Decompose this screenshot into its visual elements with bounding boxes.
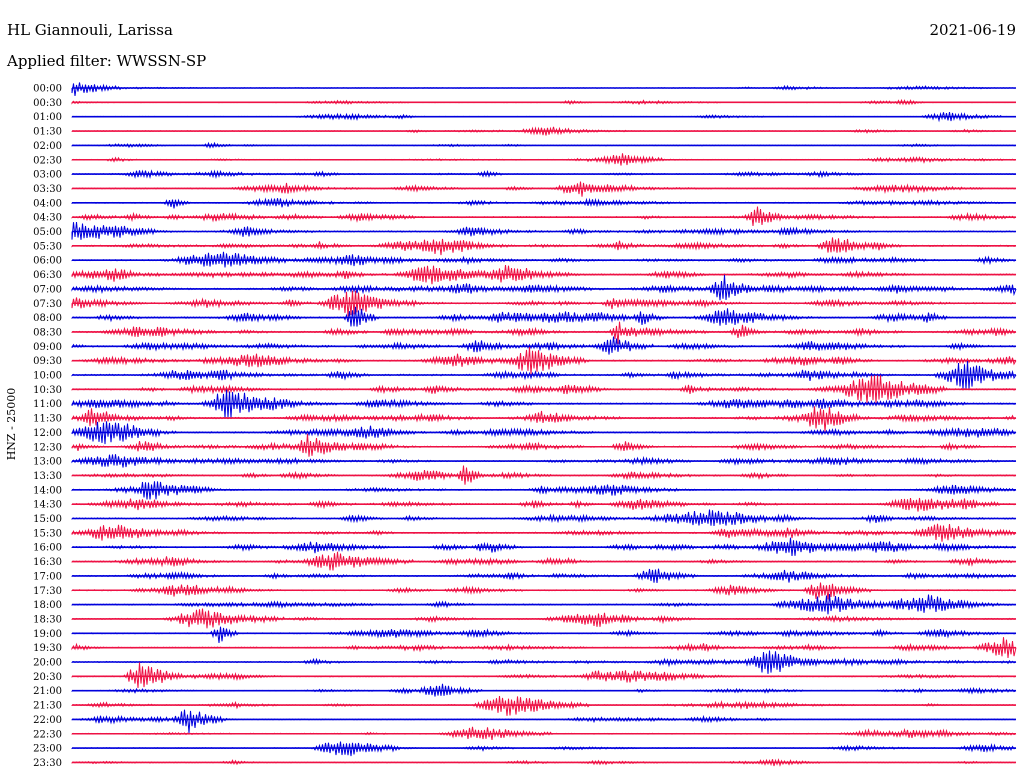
seismic-trace <box>71 290 1017 317</box>
row-time-label: 15:30 <box>33 528 62 539</box>
row-time-label: 16:00 <box>33 543 62 554</box>
seismic-trace <box>71 306 1017 327</box>
row-time-label: 09:00 <box>33 342 62 353</box>
row-time-label: 15:00 <box>33 514 62 525</box>
row-time-label: 22:00 <box>33 715 62 726</box>
y-axis-label: HNZ - 25000 <box>5 388 18 461</box>
row-time-label: 00:30 <box>33 98 62 109</box>
row-time-label: 10:30 <box>33 385 62 396</box>
seismic-trace <box>71 696 1017 716</box>
seismic-trace <box>71 360 1017 390</box>
seismic-trace <box>71 375 1017 404</box>
row-time-label: 14:00 <box>33 485 62 496</box>
row-time-label: 16:30 <box>33 557 62 568</box>
seismic-trace <box>71 626 1017 644</box>
row-time-label: 19:30 <box>33 643 62 654</box>
row-time-label: 13:00 <box>33 457 62 468</box>
row-time-label: 12:30 <box>33 442 62 453</box>
seismic-trace <box>71 433 1017 457</box>
row-time-label: 05:30 <box>33 241 62 252</box>
row-time-label: 06:00 <box>33 256 62 267</box>
row-time-label: 18:30 <box>33 614 62 625</box>
row-time-label: 19:00 <box>33 629 62 640</box>
row-time-label: 02:30 <box>33 155 62 166</box>
seismic-trace <box>71 82 1017 96</box>
row-time-label: 23:30 <box>33 758 62 769</box>
row-time-label: 08:00 <box>33 313 62 324</box>
row-time-label: 12:00 <box>33 428 62 439</box>
row-time-label: 20:00 <box>33 658 62 669</box>
seismic-trace <box>71 406 1017 432</box>
trace-group <box>71 82 1017 767</box>
row-time-label: 23:00 <box>33 744 62 755</box>
row-time-label: 01:30 <box>33 127 62 138</box>
row-time-label: 13:30 <box>33 471 62 482</box>
row-time-label: 11:30 <box>33 414 62 425</box>
row-time-label: 21:30 <box>33 701 62 712</box>
row-time-label: 10:00 <box>33 371 62 382</box>
row-time-label: 03:00 <box>33 170 62 181</box>
row-time-label: 04:30 <box>33 213 62 224</box>
row-time-label: 06:30 <box>33 270 62 281</box>
row-time-label: 14:30 <box>33 500 62 511</box>
row-time-label: 03:30 <box>33 184 62 195</box>
row-time-label: 00:00 <box>33 84 62 95</box>
row-time-label: 04:00 <box>33 198 62 209</box>
station-title: HL Giannouli, Larissa <box>7 21 173 39</box>
seismic-trace <box>71 336 1017 355</box>
record-date: 2021-06-19 <box>930 21 1016 39</box>
row-time-label: 01:00 <box>33 112 62 123</box>
seismic-trace <box>71 237 1017 256</box>
row-time-label: 17:30 <box>33 586 62 597</box>
filter-label: Applied filter: WWSSN-SP <box>6 52 206 70</box>
row-time-label: 18:00 <box>33 600 62 611</box>
seismic-trace <box>71 274 1017 301</box>
row-time-label: 21:00 <box>33 686 62 697</box>
row-time-label: 11:00 <box>33 399 62 410</box>
row-time-label: 08:30 <box>33 327 62 338</box>
row-time-label: 20:30 <box>33 672 62 683</box>
row-time-label: 05:00 <box>33 227 62 238</box>
row-time-label: 22:30 <box>33 729 62 740</box>
seismic-trace <box>71 206 1017 226</box>
seismic-trace <box>71 265 1017 285</box>
tick-label-group: 00:00 00:30 01:00 01:30 02:00 02:30 03:00 03:30… <box>33 84 62 769</box>
seismic-trace <box>71 662 1017 689</box>
row-time-label: 07:00 <box>33 284 62 295</box>
row-time-label: 09:30 <box>33 356 62 367</box>
row-time-label: 07:30 <box>33 299 62 310</box>
row-time-label: 17:00 <box>33 571 62 582</box>
row-time-label: 02:00 <box>33 141 62 152</box>
